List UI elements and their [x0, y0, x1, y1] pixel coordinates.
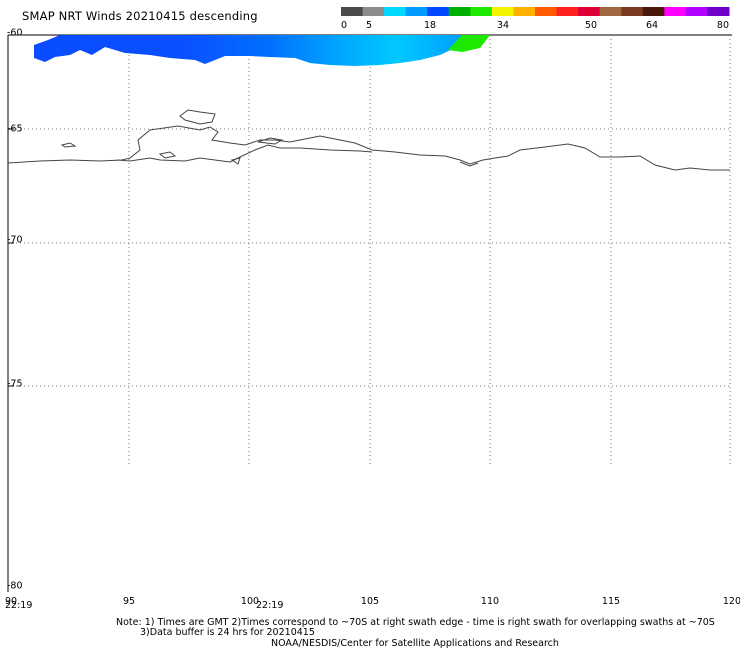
colorbar-segment	[405, 7, 428, 16]
lat-label: -75	[7, 378, 23, 390]
lat-label: -65	[7, 123, 23, 135]
lat-label: -80	[7, 580, 23, 592]
grid-lines	[8, 35, 731, 465]
lat-label: -60	[7, 27, 23, 39]
colorbar-segment	[578, 7, 601, 16]
footer-note-line2: 3)Data buffer is 24 hrs for 20210415	[140, 627, 315, 638]
colorbar-segment	[707, 7, 730, 16]
wind-swath-edge	[448, 35, 490, 52]
colorbar-tick: 5	[365, 20, 373, 31]
colorbar-segment	[384, 7, 407, 16]
colorbar-tick: 0	[341, 20, 348, 31]
colorbar-segment	[362, 7, 385, 16]
wind-speed-colorbar	[341, 7, 730, 16]
wind-swath	[34, 35, 462, 66]
colorbar-segment	[556, 7, 579, 16]
colorbar-segment	[642, 7, 665, 16]
colorbar-segment	[427, 7, 450, 16]
colorbar-tick: 50	[584, 20, 598, 31]
colorbar-segment	[491, 7, 514, 16]
footer-note-line1: Note: 1) Times are GMT 2)Times correspon…	[116, 617, 715, 628]
map-title: SMAP NRT Winds 20210415 descending	[22, 9, 258, 23]
lat-label: -70	[7, 234, 23, 246]
lon-label: 100	[240, 596, 260, 607]
colorbar-tick: 34	[496, 20, 510, 31]
footer-credit: NOAA/NESDIS/Center for Satellite Applica…	[271, 638, 559, 649]
swath-time-label: 22:19	[5, 600, 33, 611]
colorbar-segment	[535, 7, 558, 16]
lon-label: 105	[360, 596, 380, 607]
tick-marks	[8, 128, 14, 387]
colorbar-segment	[621, 7, 644, 16]
colorbar-tick: 80	[716, 20, 729, 31]
lon-label: 115	[601, 596, 621, 607]
colorbar-tick: 18	[423, 20, 437, 31]
colorbar-segment	[448, 7, 471, 16]
lon-label: 90	[5, 596, 18, 607]
lon-label: 110	[480, 596, 500, 607]
colorbar-segment	[599, 7, 622, 16]
swath-time-label: 22:19	[256, 600, 284, 611]
coastline	[7, 109, 730, 171]
lon-label: 95	[122, 596, 136, 607]
colorbar-segment	[513, 7, 536, 16]
colorbar-segment	[664, 7, 687, 16]
colorbar-segment	[685, 7, 708, 16]
colorbar-segment	[470, 7, 493, 16]
lon-label: 120	[722, 596, 740, 607]
colorbar-segment	[341, 7, 364, 16]
map-frame	[7, 34, 732, 592]
colorbar-tick: 64	[645, 20, 659, 31]
